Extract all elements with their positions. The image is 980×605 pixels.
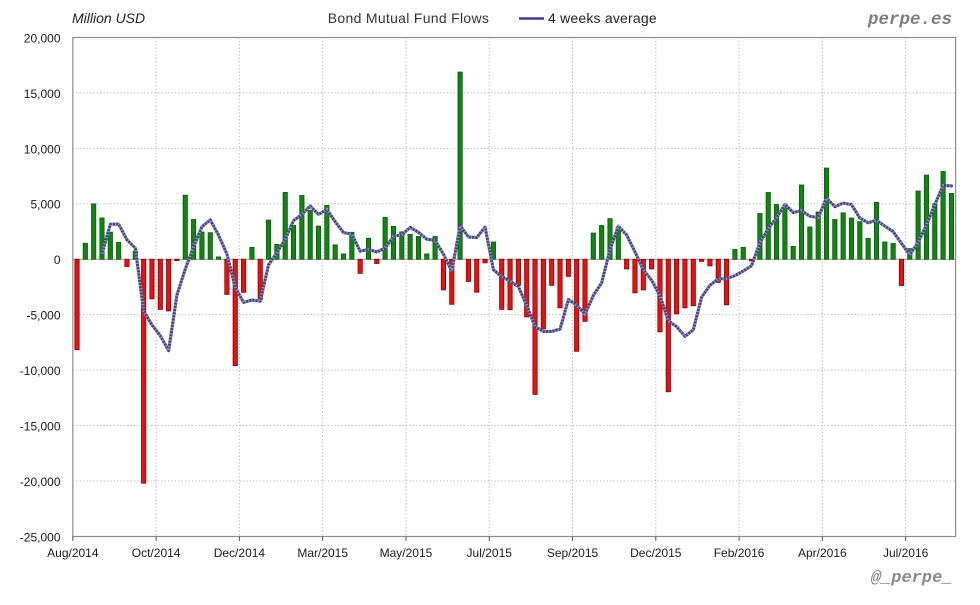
svg-text:10,000: 10,000 (24, 142, 61, 156)
svg-text:Sep/2015: Sep/2015 (547, 546, 599, 560)
svg-text:Dec/2014: Dec/2014 (214, 546, 266, 560)
svg-text:Feb/2016: Feb/2016 (714, 546, 765, 560)
svg-text:Aug/2014: Aug/2014 (47, 546, 99, 560)
svg-text:15,000: 15,000 (24, 87, 61, 101)
svg-text:Mar/2015: Mar/2015 (297, 546, 348, 560)
svg-text:-20,000: -20,000 (20, 475, 61, 489)
svg-text:-10,000: -10,000 (20, 364, 61, 378)
svg-text:Million USD: Million USD (72, 10, 145, 26)
svg-text:-5,000: -5,000 (26, 309, 60, 323)
svg-text:Dec/2015: Dec/2015 (630, 546, 682, 560)
svg-text:0: 0 (54, 253, 61, 267)
svg-text:perpe.es: perpe.es (867, 10, 952, 30)
svg-text:Apr/2016: Apr/2016 (798, 546, 847, 560)
svg-text:5,000: 5,000 (30, 198, 60, 212)
svg-text:Jul/2016: Jul/2016 (883, 546, 929, 560)
svg-text:20,000: 20,000 (24, 31, 61, 45)
svg-text:-15,000: -15,000 (20, 419, 61, 433)
svg-text:Bond Mutual Fund Flows: Bond Mutual Fund Flows (328, 10, 489, 26)
svg-text:@_perpe_: @_perpe_ (871, 569, 953, 588)
svg-text:4 weeks average: 4 weeks average (548, 10, 657, 26)
svg-text:-25,000: -25,000 (20, 530, 61, 544)
svg-text:Jul/2015: Jul/2015 (467, 546, 513, 560)
svg-text:Oct/2014: Oct/2014 (132, 546, 181, 560)
svg-text:May/2015: May/2015 (380, 546, 433, 560)
